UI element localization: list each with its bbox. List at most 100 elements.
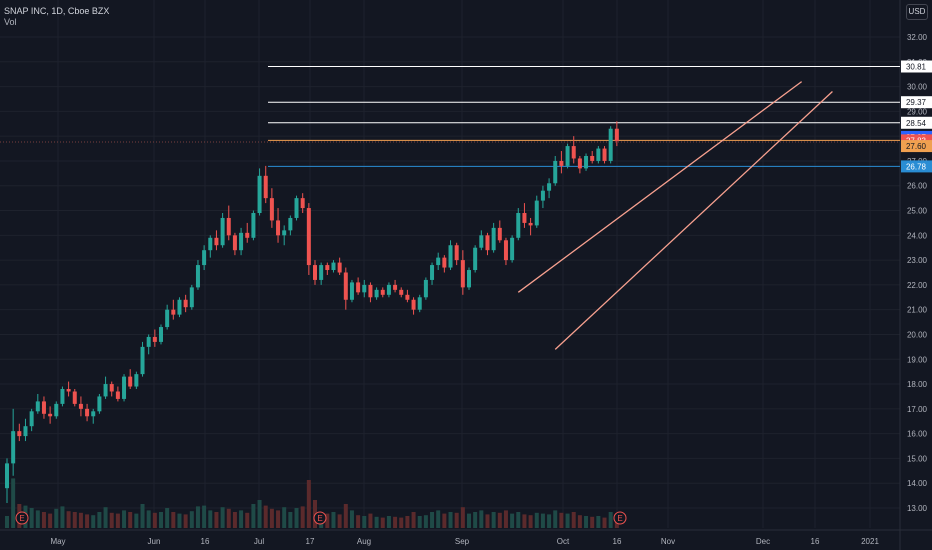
earnings-marker-label: E (617, 514, 622, 523)
channel-trendline (554, 91, 833, 350)
candle-body (29, 411, 34, 427)
candle-body (559, 160, 564, 166)
x-tick-label: Oct (557, 537, 570, 546)
candle-body (473, 247, 478, 271)
volume-bar (473, 512, 478, 528)
candle-body (263, 175, 268, 199)
candle-body (436, 257, 441, 266)
volume-bar (128, 512, 133, 528)
volume-bar (140, 504, 145, 528)
candle-body (331, 262, 336, 271)
candle-body (195, 265, 200, 288)
candle-body (11, 431, 16, 464)
channel-trendline (517, 81, 803, 293)
candle-body (479, 235, 484, 248)
x-tick-label: Dec (756, 537, 770, 546)
candle-body (614, 128, 619, 142)
candle-body (103, 384, 108, 397)
volume-bar (411, 512, 416, 528)
candle-body (134, 374, 139, 387)
candle-body (97, 396, 102, 412)
volume-bar (195, 506, 200, 528)
candle-body (417, 297, 422, 310)
candle-body (503, 240, 508, 261)
volume-bar (122, 510, 127, 528)
y-tick-label: 24.00 (907, 231, 928, 240)
candle-body (393, 284, 398, 290)
volume-bar (528, 515, 533, 528)
candle-body (423, 279, 428, 298)
volume-bar (189, 511, 194, 528)
candle-body (140, 346, 145, 375)
volume-bar (35, 510, 40, 528)
candle-body (584, 155, 589, 169)
x-tick-label: 16 (613, 537, 622, 546)
volume-bar (399, 517, 404, 528)
candle-body (590, 155, 595, 161)
candle-body (66, 389, 71, 392)
volume-bar (356, 515, 361, 528)
volume-bar (584, 516, 589, 528)
candle-body (386, 284, 391, 295)
candle-body (152, 336, 157, 342)
volume-bar (565, 513, 570, 528)
volume-bar (430, 512, 435, 528)
volume-bar (331, 512, 336, 528)
x-tick-label: Jun (148, 537, 161, 546)
volume-bar (294, 508, 299, 528)
y-tick-label: 21.00 (907, 306, 928, 315)
volume-bar (146, 510, 151, 528)
currency-button[interactable]: USD (906, 4, 928, 20)
candle-body (460, 260, 465, 288)
candle-body (319, 265, 324, 280)
candle-body (497, 227, 502, 241)
volume-bar (183, 514, 188, 528)
y-tick-label: 13.00 (907, 504, 928, 513)
level-price-tag-text: 30.81 (906, 62, 927, 71)
earnings-marker-icon (15, 511, 29, 525)
volume-bar (226, 508, 231, 528)
volume-bar (485, 514, 490, 528)
candle-body (491, 227, 496, 251)
candle-body (128, 376, 133, 387)
volume-bar (288, 512, 293, 528)
volume-bar (442, 513, 447, 528)
candle-body (245, 232, 250, 238)
candle-body (442, 257, 447, 268)
volume-bar (510, 513, 515, 528)
volume-bar (608, 512, 613, 528)
earnings-marker-label: E (317, 514, 322, 523)
earnings-marker-icon (613, 511, 627, 525)
x-tick-label: 17 (306, 537, 315, 546)
volume-bar (497, 512, 502, 528)
candle-body (35, 401, 40, 412)
volume-bar (516, 512, 521, 528)
x-tick-label: Nov (661, 537, 675, 546)
y-tick-label: 17.00 (907, 405, 928, 414)
volume-bar (460, 507, 465, 528)
volume-bar (577, 515, 582, 528)
volume-bar (171, 512, 176, 528)
candle-body (362, 284, 367, 293)
candle-body (300, 198, 305, 209)
candle-body (565, 146, 570, 166)
volume-bar (208, 510, 213, 528)
level-price-tag (901, 60, 932, 73)
volume-bar (72, 512, 77, 528)
volume-label: Vol (4, 17, 17, 27)
volume-bar (553, 510, 558, 528)
level-price-tag-text: 29.37 (906, 98, 927, 107)
volume-bar (91, 515, 96, 528)
x-tick-label: 16 (201, 537, 210, 546)
volume-bar (374, 516, 379, 528)
candle-body (171, 309, 176, 315)
candle-body (232, 235, 237, 251)
y-tick-label: 23.00 (907, 256, 928, 265)
volume-bar (263, 505, 268, 528)
candle-body (146, 336, 151, 347)
candle-body (343, 272, 348, 300)
volume-bar (436, 510, 441, 528)
candle-body (251, 213, 256, 238)
candle-body (220, 217, 225, 246)
